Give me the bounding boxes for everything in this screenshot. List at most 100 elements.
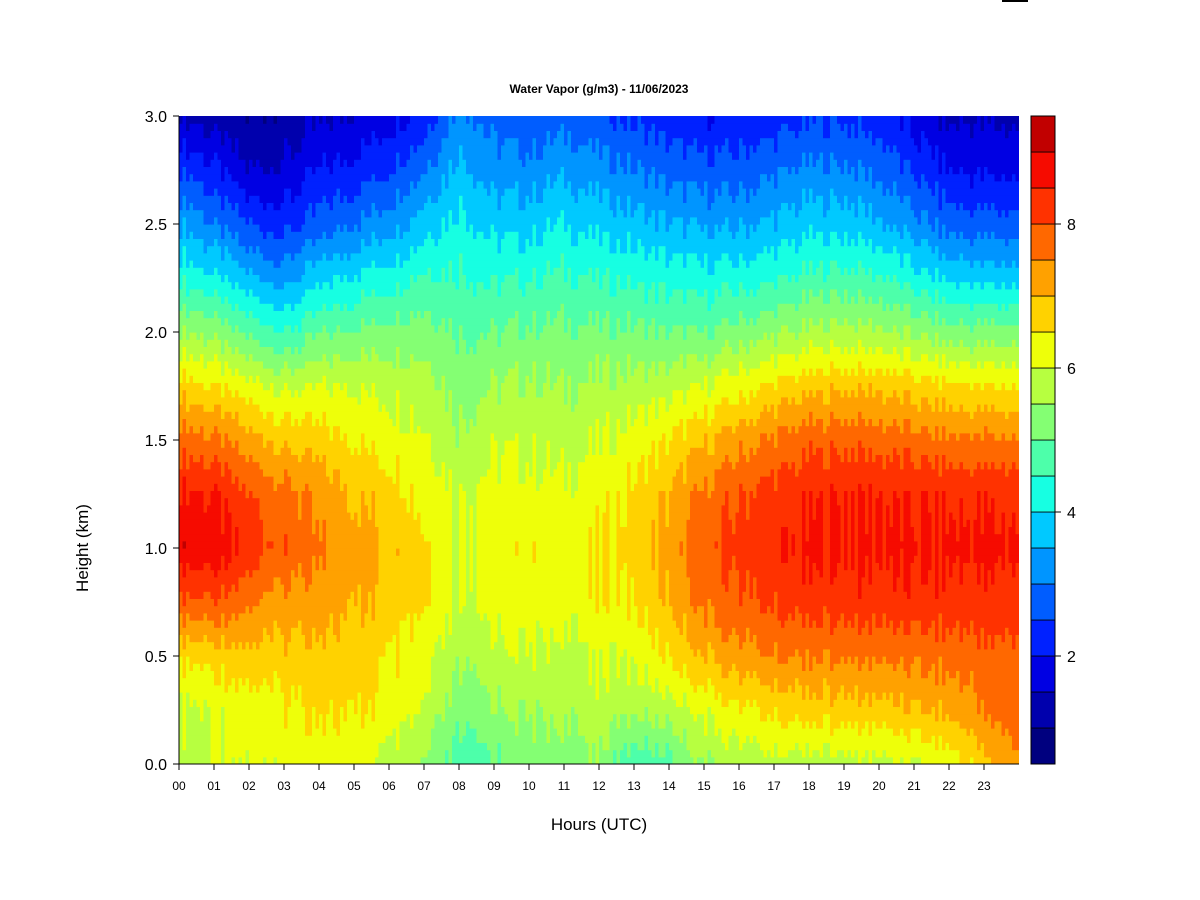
heatmap-cell — [225, 490, 229, 498]
heatmap-cell — [319, 310, 323, 318]
heatmap-cell — [298, 397, 302, 405]
heatmap-cell — [249, 116, 253, 124]
heatmap-cell — [221, 728, 225, 736]
heatmap-cell — [183, 519, 187, 527]
heatmap-cell — [183, 634, 187, 642]
heatmap-cell — [372, 757, 376, 765]
heatmap-cell — [302, 742, 306, 750]
heatmap-cell — [204, 620, 208, 628]
heatmap-cell — [267, 476, 271, 484]
heatmap-cell — [274, 512, 278, 520]
heatmap-cell — [330, 375, 334, 383]
heatmap-cell — [235, 404, 239, 412]
heatmap-cell — [249, 685, 253, 693]
heatmap-cell — [330, 469, 334, 477]
heatmap-cell — [260, 289, 264, 297]
heatmap-cell — [267, 706, 271, 714]
heatmap-cell — [330, 476, 334, 484]
heatmap-cell — [260, 354, 264, 362]
heatmap-cell — [305, 130, 309, 138]
heatmap-cell — [295, 656, 299, 664]
heatmap-cell — [211, 620, 215, 628]
heatmap-cell — [207, 224, 211, 232]
heatmap-cell — [232, 469, 236, 477]
heatmap-cell — [267, 282, 271, 290]
heatmap-cell — [218, 375, 222, 383]
heatmap-cell — [211, 570, 215, 578]
heatmap-cell — [235, 397, 239, 405]
heatmap-cell — [295, 447, 299, 455]
heatmap-cell — [253, 678, 257, 686]
heatmap-cell — [316, 692, 320, 700]
heatmap-cell — [326, 598, 330, 606]
heatmap-cell — [291, 332, 295, 340]
heatmap-cell — [323, 303, 327, 311]
heatmap-cell — [267, 123, 271, 131]
heatmap-cell — [312, 404, 316, 412]
heatmap-cell — [284, 490, 288, 498]
heatmap-cell — [298, 418, 302, 426]
heatmap-cell — [274, 404, 278, 412]
heatmap-cell — [302, 274, 306, 282]
heatmap-cell — [288, 123, 292, 131]
heatmap-cell — [179, 325, 183, 333]
heatmap-cell — [274, 238, 278, 246]
heatmap-cell — [207, 663, 211, 671]
heatmap-cell — [319, 570, 323, 578]
heatmap-cell — [232, 289, 236, 297]
heatmap-cell — [302, 282, 306, 290]
heatmap-cell — [330, 339, 334, 347]
heatmap-cell — [186, 534, 190, 542]
heatmap-cell — [316, 246, 320, 254]
heatmap-cell — [186, 404, 190, 412]
heatmap-cell — [337, 246, 341, 254]
heatmap-cell — [361, 145, 365, 153]
heatmap-cell — [200, 541, 204, 549]
heatmap-cell — [326, 620, 330, 628]
heatmap-cell — [270, 246, 274, 254]
heatmap-cell — [281, 267, 285, 275]
heatmap-cell — [309, 411, 313, 419]
heatmap-cell — [228, 692, 232, 700]
heatmap-cell — [284, 555, 288, 563]
heatmap-cell — [288, 627, 292, 635]
heatmap-cell — [316, 411, 320, 419]
heatmap-cell — [207, 238, 211, 246]
heatmap-cell — [228, 354, 232, 362]
heatmap-cell — [358, 411, 362, 419]
heatmap-cell — [291, 382, 295, 390]
heatmap-cell — [218, 145, 222, 153]
heatmap-cell — [239, 411, 243, 419]
heatmap-cell — [249, 253, 253, 261]
heatmap-cell — [302, 361, 306, 369]
heatmap-cell — [354, 534, 358, 542]
heatmap-cell — [232, 577, 236, 585]
heatmap-cell — [260, 253, 264, 261]
heatmap-cell — [277, 332, 281, 340]
heatmap-cell — [351, 742, 355, 750]
heatmap-cell — [197, 548, 201, 556]
heatmap-cell — [274, 289, 278, 297]
heatmap-cell — [225, 325, 229, 333]
heatmap-cell — [302, 440, 306, 448]
heatmap-cell — [340, 152, 344, 160]
heatmap-cell — [316, 634, 320, 642]
heatmap-cell — [204, 382, 208, 390]
heatmap-cell — [190, 231, 194, 239]
heatmap-cell — [305, 138, 309, 146]
heatmap-cell — [309, 224, 313, 232]
heatmap-cell — [295, 116, 299, 124]
heatmap-cell — [358, 231, 362, 239]
heatmap-cell — [263, 318, 267, 326]
heatmap-cell — [298, 699, 302, 707]
heatmap-cell — [298, 750, 302, 758]
heatmap-cell — [274, 267, 278, 275]
heatmap-cell — [211, 310, 215, 318]
heatmap-cell — [193, 490, 197, 498]
heatmap-cell — [295, 354, 299, 362]
heatmap-cell — [340, 685, 344, 693]
heatmap-cell — [351, 267, 355, 275]
heatmap-cell — [351, 238, 355, 246]
heatmap-cell — [239, 296, 243, 304]
heatmap-cell — [323, 411, 327, 419]
